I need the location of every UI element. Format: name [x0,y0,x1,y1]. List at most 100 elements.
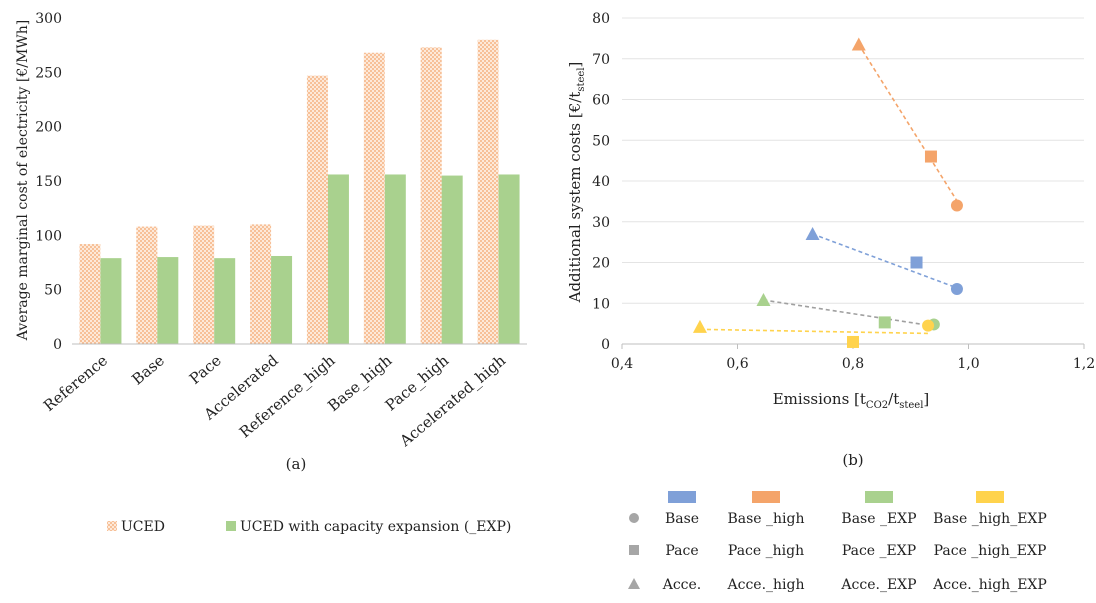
legend-label: Pace _high [728,543,804,559]
legend-swatch-exp [226,521,236,531]
y-tick-label: 100 [35,228,62,244]
bar-uced-exp [498,174,520,344]
bar-uced [79,244,101,344]
y-axis-label-sub: steel [576,67,587,91]
y-tick-label: 10 [592,296,610,312]
y-axis-label-end: ] [566,62,584,68]
x-tick-label: Reference_high [236,351,339,441]
x-tick-label: 0,8 [842,356,864,372]
x-tick-label: Pace [186,351,225,388]
legend-b: Base Base _high Base _EXP Base _high_EXP Pac… [628,491,1047,593]
trendline [763,299,934,327]
y-tick-label: 80 [592,11,610,27]
point-square [847,335,859,348]
gridlines [622,17,1084,345]
bar-uced [363,52,385,344]
point-square [910,256,923,269]
scatter-chart-panel: 0 10 20 30 40 50 60 70 80 0,4 0,6 0,8 1,0 1,2 Additi… [566,11,1095,593]
x-axis-label-main: Emissions [t [773,390,866,408]
legend-color-swatch [865,491,893,503]
x-axis-label-mid: /t [888,390,899,408]
bar-uced-exp [327,174,349,344]
x-axis-label-sub1: CO2 [866,400,888,411]
point-triangle [756,292,771,306]
y-tick-label: 60 [592,93,610,109]
legend-label: Acce._high_EXP [932,577,1047,593]
bar-uced-exp [384,174,406,344]
legend-label: Pace _EXP [842,543,916,559]
legend-label: Base _EXP [841,511,916,527]
x-tick-label: Reference [40,351,111,415]
legend-label: Acce. [662,577,702,593]
x-axis-ticks: 0,4 0,6 0,8 1,0 1,2 [611,344,1095,372]
y-tick-label: 250 [35,65,62,81]
x-axis-tick-labels: Reference Base PaceAcceleratedReference_hi… [40,351,509,451]
point-square [878,316,891,329]
y-tick-label: 200 [35,120,62,136]
bar-uced-exp [441,175,463,344]
legend-label: Base _high [727,511,804,527]
y-tick-label: 50 [44,283,62,299]
y-axis-ticks: 0 10 20 30 40 50 60 70 80 [592,11,610,353]
x-axis-label-end: ] [923,390,929,408]
legend-color-swatch [976,491,1004,503]
legend-a: UCED UCED with capacity expansion (_EXP) [107,519,511,535]
bar-uced [136,226,158,344]
bar-uced-exp [100,258,122,344]
bar-uced [306,75,328,345]
y-axis-label: Average marginal cost of electricity [€/… [15,20,31,341]
trendline [699,328,929,335]
y-tick-label: 150 [35,174,62,190]
legend-label: Acce._high [727,577,805,593]
x-axis-label-sub2: steel [899,400,923,411]
y-tick-label: 300 [35,11,62,27]
point-square [924,150,937,163]
bar-uced [250,224,272,344]
legend-label: Base [665,511,699,527]
y-tick-label: 40 [592,174,610,190]
scatter-points [692,37,963,348]
y-axis-label-main: Additional system costs [€/t [566,92,584,304]
x-tick-label: Base [128,351,168,388]
legend-swatch-uced [107,521,117,531]
legend-label-uced: UCED [121,519,165,535]
y-tick-label: 70 [592,52,610,68]
legend-color-swatch [752,491,780,503]
point-circle [950,282,963,295]
y-tick-label: 20 [592,256,610,272]
legend-marker-triangle [628,578,640,589]
panel-label-b: (b) [842,451,863,469]
x-tick-label: Accelerated_high [396,351,510,451]
bar-uced-exp [271,255,293,344]
point-triangle [805,226,820,240]
legend-label-exp: UCED with capacity expansion (_EXP) [240,519,511,535]
bar-uced [477,39,499,344]
legend-color-swatch [668,491,696,503]
y-tick-label: 0 [601,337,610,353]
point-triangle [851,37,866,51]
legend-label: Base _high_EXP [933,511,1047,527]
trendline [858,44,961,206]
bar-uced-exp [157,257,179,344]
bar-uced-exp [214,258,236,344]
legend-marker-circle [629,513,639,523]
x-tick-label: 0,4 [611,356,633,372]
y-tick-label: 30 [592,215,610,231]
y-tick-label: 0 [53,337,62,353]
x-axis-label-b: Emissions [tCO2/tsteel] [773,390,930,411]
legend-label: Pace [665,543,698,559]
y-axis-label-b: Additional system costs [€/tsteel] [566,62,587,304]
bar-uced [193,225,215,344]
y-tick-label: 50 [592,133,610,149]
legend-marker-square [629,545,639,555]
trendline [812,233,961,290]
legend-label: Acce._EXP [840,577,916,593]
bars [79,39,520,345]
x-tick-label: 1,0 [957,356,979,372]
y-axis-ticks: 0 50 100 150 200 250 300 [35,11,62,353]
point-circle [950,199,963,212]
point-triangle [692,319,707,333]
bar-uced [420,47,442,345]
